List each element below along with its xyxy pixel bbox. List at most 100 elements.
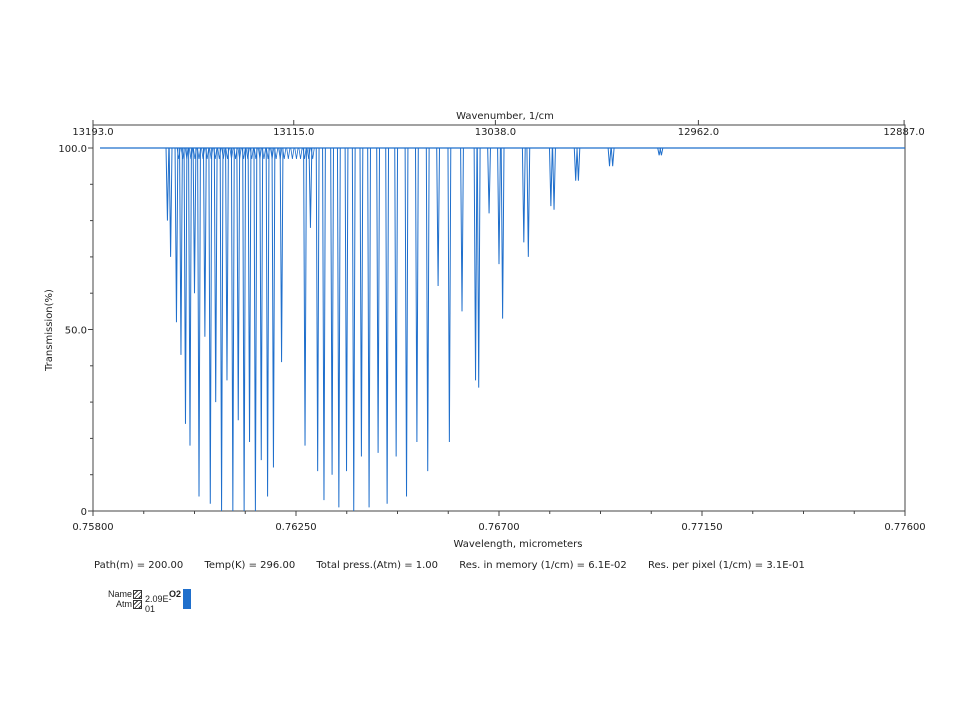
absorption-line	[330, 147, 334, 475]
absorption-line	[242, 147, 247, 512]
spectrum-wiggle	[197, 147, 202, 159]
spectrum-wiggle	[249, 147, 254, 159]
legend-gas-atm: 2.09E-01	[145, 594, 172, 614]
absorption-line	[607, 147, 612, 167]
bottom-axis-title: Wavelength, micrometers	[454, 539, 583, 550]
legend-color-swatch	[183, 589, 191, 609]
absorption-line	[168, 147, 173, 257]
y-tick-label: 100.0	[58, 144, 87, 155]
absorption-line	[192, 147, 197, 294]
spectrum-wiggle	[245, 147, 250, 159]
absorption-line	[447, 147, 452, 443]
spectrum-wiggle	[205, 147, 210, 159]
absorption-line	[476, 147, 481, 388]
param-temp: Temp(K) = 296.00	[204, 560, 296, 571]
legend-atm-label: Atm	[115, 599, 132, 609]
absorption-line	[526, 147, 531, 257]
absorption-line	[548, 147, 553, 207]
absorption-line	[174, 147, 179, 323]
absorption-line	[460, 147, 464, 312]
x2-tick-label: 12962.0	[678, 127, 719, 138]
spectrum-wiggle	[217, 147, 222, 159]
absorption-line	[425, 147, 430, 472]
spectrum-wiggle	[201, 147, 206, 159]
absorption-line	[303, 147, 307, 446]
spectrum-wiggle	[278, 147, 283, 159]
spectrum-wiggle	[188, 147, 193, 159]
absorption-line	[219, 147, 224, 512]
absorption-line	[351, 147, 356, 512]
absorption-line	[179, 147, 183, 355]
absorption-line	[573, 147, 578, 181]
absorption-line	[271, 147, 276, 468]
absorption-line	[404, 147, 409, 497]
spectrum-wiggle	[237, 147, 242, 159]
spectrum-wiggle	[229, 147, 234, 159]
gas-legend: Name O2 Atm 2.09E-01	[108, 589, 191, 614]
x-tick-label: 0.76700	[478, 522, 519, 533]
absorption-line	[336, 147, 341, 508]
hatch-icon	[133, 599, 142, 609]
spectrum-wiggle	[221, 147, 226, 159]
x2-tick-label: 13038.0	[475, 127, 516, 138]
absorption-line	[473, 147, 478, 381]
spectrum-wiggle	[298, 147, 303, 159]
absorption-line	[385, 147, 390, 504]
absorption-line	[521, 147, 526, 243]
spectrum-wiggle	[274, 147, 279, 159]
absorption-line	[230, 147, 235, 512]
absorption-line	[344, 147, 349, 472]
absorption-line	[247, 147, 252, 443]
y-axis-title: Transmission(%)	[44, 289, 55, 372]
spectrum-wiggle	[192, 147, 197, 159]
param-path: Path(m) = 200.00	[94, 560, 184, 571]
spectrum-wiggle	[233, 147, 238, 159]
spectrum-wiggle	[266, 147, 271, 159]
spectrum-wiggle	[286, 147, 291, 159]
absorption-line	[552, 147, 556, 210]
spectrum-wiggle	[241, 147, 246, 159]
x2-tick-label: 13115.0	[273, 127, 314, 138]
absorption-line	[265, 147, 270, 497]
spectrum-wiggle	[213, 147, 218, 159]
spectrum-wiggle	[184, 147, 189, 159]
absorption-line	[576, 147, 581, 181]
axis-ticks: 0.75800 0.76250 0.76700 0.77150 0.77600 13193…	[58, 120, 926, 533]
x-tick-label: 0.77600	[884, 522, 925, 533]
legend-name-label: Name	[108, 589, 133, 599]
spectrum-wiggle	[253, 147, 258, 159]
absorption-line	[165, 147, 170, 221]
spectrum-wiggle	[270, 147, 275, 159]
absorption-line	[236, 147, 241, 421]
absorption-line	[500, 147, 505, 319]
absorption-line	[213, 147, 218, 403]
absorption-line	[197, 147, 201, 497]
spectrum-wiggle	[209, 147, 214, 159]
spectrum-wiggle	[225, 147, 230, 159]
x2-tick-label: 12887.0	[883, 127, 924, 138]
absorption-line	[315, 147, 320, 472]
absorption-line	[436, 147, 440, 286]
x-tick-label: 0.76250	[275, 522, 316, 533]
spectrum-wiggle	[302, 147, 307, 159]
y-tick-label: 50.0	[65, 326, 87, 337]
spectrum-wiggle	[294, 147, 299, 159]
spectrum-wiggle	[282, 147, 287, 159]
absorption-line	[359, 147, 364, 457]
param-res-memory: Res. in memory (1/cm) = 6.1E-02	[459, 560, 627, 571]
spectrum-wiggle	[310, 147, 315, 159]
top-axis-title: Wavenumber, 1/cm	[456, 111, 554, 122]
absorption-line	[322, 147, 326, 501]
absorption-line	[497, 147, 501, 265]
absorption-line	[202, 147, 207, 337]
absorption-line	[308, 147, 313, 228]
spectrum-wiggle	[257, 147, 262, 159]
y-tick-label: 0	[81, 507, 87, 518]
absorption-line	[253, 147, 258, 512]
absorption-line	[183, 147, 188, 424]
x2-tick-label: 13193.0	[72, 127, 113, 138]
spectrum-wiggle	[261, 147, 266, 159]
absorption-line	[367, 147, 371, 508]
x-tick-label: 0.77150	[681, 522, 722, 533]
